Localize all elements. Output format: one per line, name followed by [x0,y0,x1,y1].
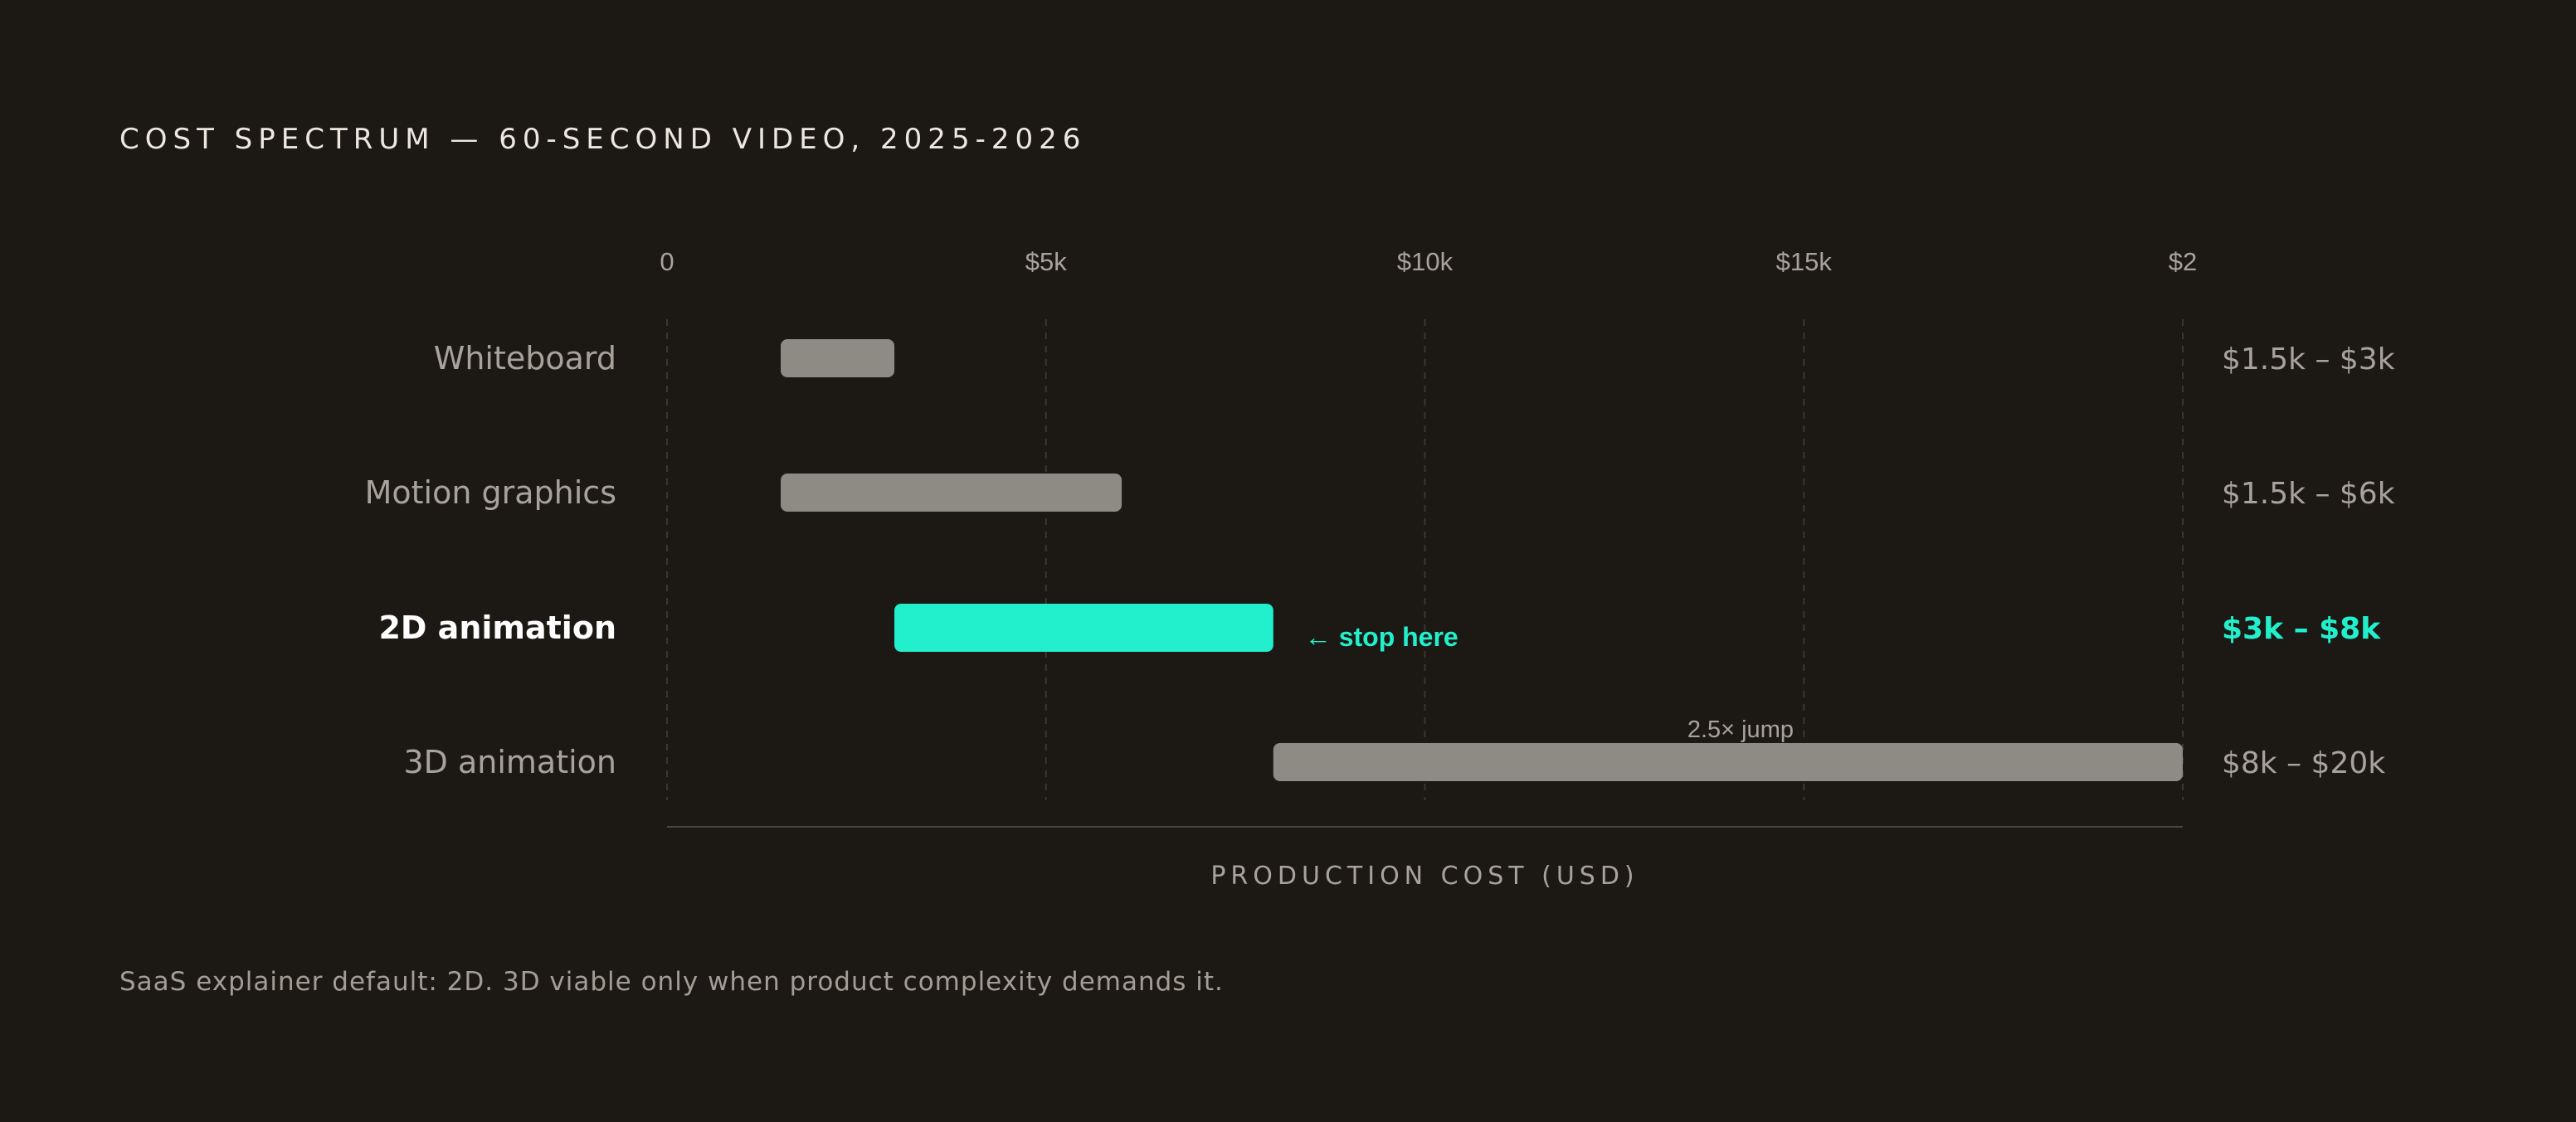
range-bar [1273,743,2183,781]
x-tick-label: 0 [660,247,674,276]
x-tick-label: $15k [1776,247,1833,276]
stop-here-annotation: ← stop here [1305,622,1458,652]
range-value-label: $3k – $8k [2222,612,2381,646]
range-bar [781,474,1122,512]
chart-title: COST SPECTRUM — 60-SECOND VIDEO, 2025-20… [119,123,1087,156]
category-label: 2D animation [378,610,616,646]
range-value-label: $1.5k – $3k [2222,342,2395,376]
x-axis-label: PRODUCTION COST (USD) [1210,862,1639,891]
range-value-label: $1.5k – $6k [2222,477,2395,511]
category-label: Whiteboard [434,340,616,376]
jump-annotation: 2.5× jump [1687,716,1794,743]
category-label: 3D animation [403,744,616,780]
chart-footnote: SaaS explainer default: 2D. 3D viable on… [119,967,1224,997]
x-tick-label: $5k [1025,247,1067,276]
range-bar [894,604,1273,652]
x-tick-label: $2 [2169,247,2197,276]
x-tick-label: $10k [1397,247,1454,276]
range-value-label: $8k – $20k [2222,746,2385,780]
category-label: Motion graphics [365,474,616,511]
range-bar [781,339,895,377]
